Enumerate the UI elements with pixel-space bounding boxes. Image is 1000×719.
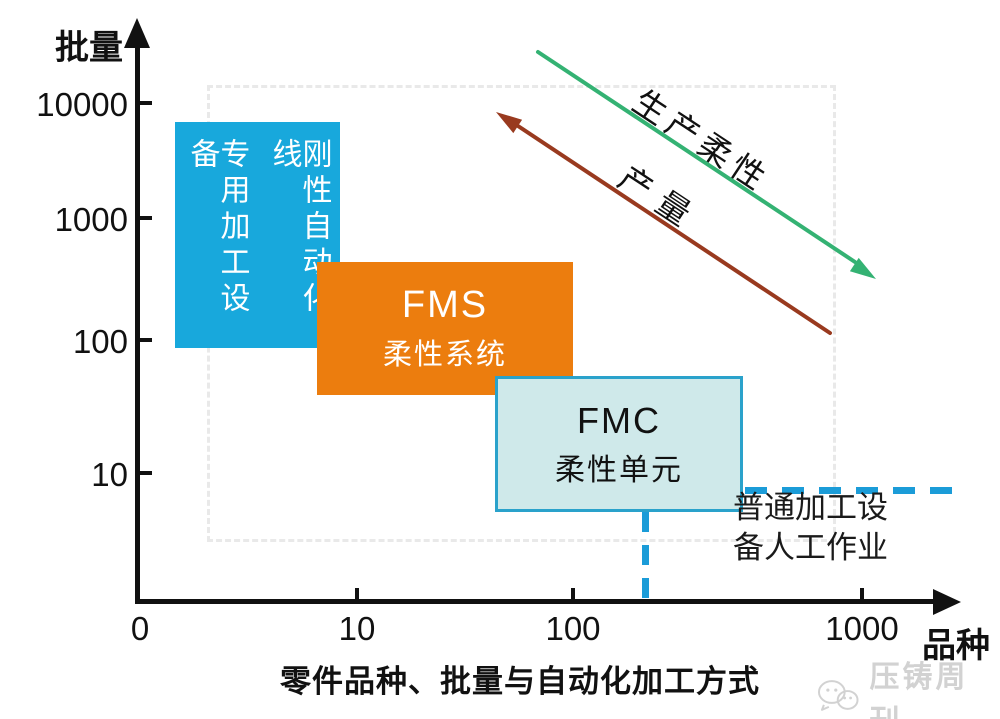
x-axis-title: 品种 [922, 628, 990, 665]
chart-caption: 零件品种、批量与自动化加工方式 [280, 664, 760, 699]
y-tick-label-10: 10 [91, 456, 128, 493]
x-axis-line [135, 599, 935, 604]
manual-work-line2: 备人工作业 [733, 530, 888, 565]
region-dedicated-equipment: 专用加工设备 刚性自动化线 [175, 122, 340, 348]
y-tick-label-10000: 10000 [36, 86, 128, 123]
x-tick-label-1000: 1000 [825, 610, 899, 647]
y-axis-arrowhead-icon [124, 18, 150, 48]
x-tick-1000 [860, 588, 864, 601]
fmc-subtitle: 柔性单元 [555, 453, 683, 487]
manual-region-dashed-line-horizontal [745, 487, 965, 494]
region-fmc: FMC 柔性单元 [495, 376, 743, 512]
watermark: 压铸周刊 [816, 652, 1000, 719]
y-tick-10 [137, 471, 152, 475]
y-tick-label-1000: 1000 [54, 201, 128, 238]
fmc-title: FMC [577, 399, 661, 441]
flexibility-arrowhead-icon [849, 257, 876, 279]
x-tick-label-100: 100 [545, 610, 601, 647]
wechat-logo-icon [817, 680, 859, 711]
y-tick-100 [137, 338, 152, 342]
y-axis-title: 批量 [55, 30, 123, 67]
x-origin-label: 0 [130, 610, 150, 647]
manual-region-dashed-line-vertical [642, 512, 649, 602]
y-tick-label-100: 100 [72, 323, 128, 360]
x-axis-arrowhead-icon [933, 589, 961, 615]
x-tick-label-10: 10 [338, 610, 376, 647]
watermark-text: 压铸周刊 [869, 661, 969, 719]
x-tick-10 [355, 588, 359, 601]
x-tick-100 [571, 588, 575, 601]
fms-title: FMS [401, 284, 489, 326]
region-manual-work-label: 普通加工设 备人工作业 [733, 488, 913, 568]
y-tick-1000 [137, 216, 152, 220]
fms-subtitle: 柔性系统 [382, 339, 507, 371]
y-tick-10000 [137, 101, 152, 105]
y-axis-line [135, 38, 140, 604]
manual-work-line1: 普通加工设 [733, 490, 888, 525]
dedicated-equipment-label: 专用加工设备 [185, 138, 249, 318]
